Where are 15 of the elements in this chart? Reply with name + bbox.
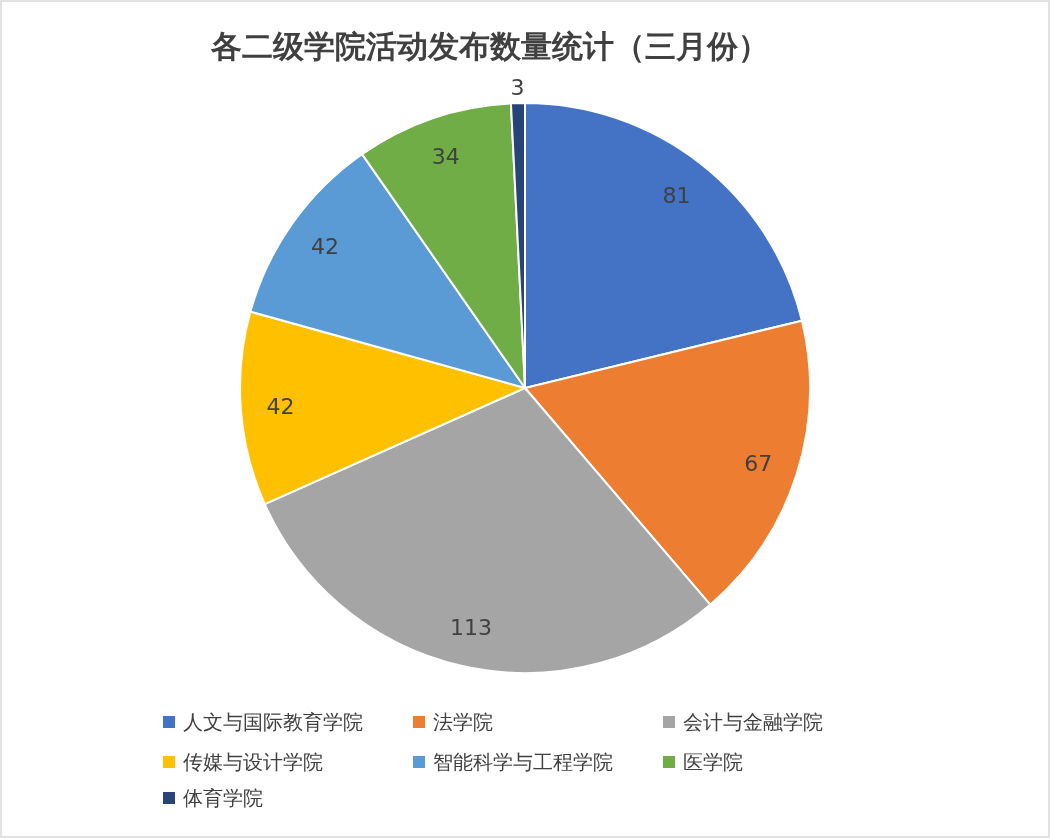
data-label: 113 <box>450 614 493 640</box>
data-label: 3 <box>510 74 525 100</box>
legend-label: 体育学院 <box>183 786 263 810</box>
legend-label: 法学院 <box>433 710 493 734</box>
data-label: 81 <box>662 182 691 208</box>
legend-label: 会计与金融学院 <box>683 710 823 734</box>
data-label: 67 <box>744 450 773 476</box>
data-label: 42 <box>266 393 295 419</box>
legend-label: 人文与国际教育学院 <box>183 710 363 734</box>
legend-label: 医学院 <box>683 750 743 774</box>
data-label: 42 <box>311 233 340 259</box>
legend-label: 智能科学与工程学院 <box>433 750 613 774</box>
data-label: 34 <box>431 143 460 169</box>
legend-label: 传媒与设计学院 <box>183 750 323 774</box>
chart-title: 各二级学院活动发布数量统计（三月份） <box>210 28 769 64</box>
